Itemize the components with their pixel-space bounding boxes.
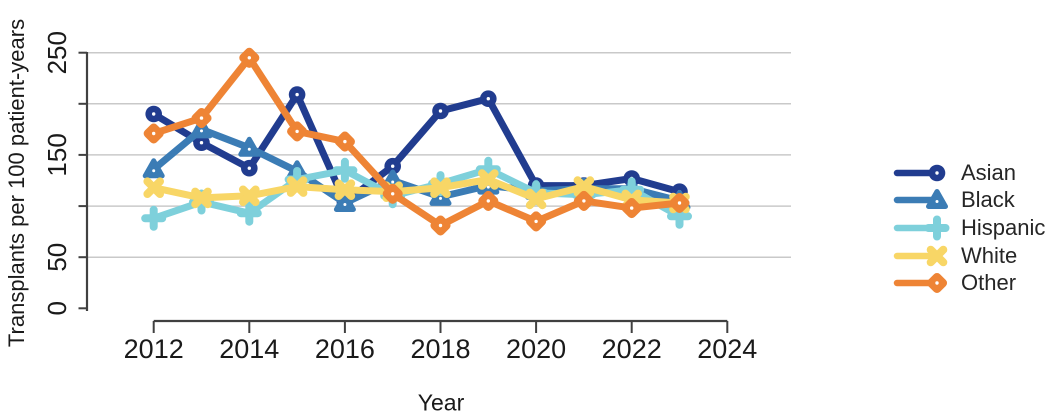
marker-other	[430, 215, 451, 236]
marker-hispanic-legend	[924, 215, 950, 241]
marker-asian	[145, 105, 162, 123]
marker-other	[478, 190, 499, 211]
legend-label-white: White	[961, 242, 1018, 268]
series-line-white	[150, 176, 683, 207]
legend-label-asian: Asian	[961, 159, 1017, 185]
marker-white-legend	[926, 245, 948, 266]
marker-white	[239, 185, 260, 207]
legend-x-icon	[893, 245, 948, 266]
marker-black-legend	[926, 189, 948, 210]
y-tick-label: 50	[42, 243, 72, 272]
marker-other	[382, 183, 403, 204]
marker-asian-legend	[928, 164, 946, 182]
marker-white	[478, 169, 499, 190]
marker-white	[286, 176, 308, 197]
x-tick-label: 2018	[410, 334, 470, 364]
marker-asian	[480, 90, 497, 107]
marker-black	[238, 136, 261, 157]
marker-black	[190, 118, 213, 139]
x-axis-title: Year	[417, 389, 465, 416]
marker-hispanic	[332, 157, 358, 183]
marker-other	[621, 198, 642, 219]
legend-item-white: White	[893, 242, 1045, 270]
legend-item-other: Other	[893, 269, 1045, 297]
legend-label-other: Other	[961, 270, 1017, 296]
x-tick-label: 2016	[315, 334, 375, 364]
marker-asian	[288, 86, 306, 103]
marker-other	[334, 131, 355, 152]
marker-asian	[241, 159, 258, 177]
marker-hispanic	[236, 200, 262, 226]
legend-item-black: Black	[893, 187, 1045, 215]
legend-item-asian: Asian	[893, 159, 1045, 187]
x-tick-label: 2014	[219, 334, 279, 364]
marker-white	[430, 177, 451, 198]
y-tick-label: 0	[42, 301, 72, 315]
marker-white	[334, 179, 356, 200]
legend-triangle-icon	[893, 189, 948, 210]
marker-other	[191, 108, 212, 129]
marker-other-legend	[926, 273, 948, 294]
marker-other	[669, 192, 690, 214]
marker-white	[191, 187, 212, 209]
marker-other	[143, 123, 164, 144]
legend-diamond-icon	[893, 273, 948, 294]
legend-label-black: Black	[961, 187, 1015, 213]
marker-hispanic	[141, 205, 167, 231]
marker-white	[525, 188, 547, 210]
legend-plus-icon	[893, 215, 950, 241]
marker-other	[287, 121, 308, 142]
marker-white	[143, 177, 164, 198]
legend: Asian Black Hispanic White Other	[893, 159, 1045, 297]
y-tick-label: 250	[42, 31, 72, 74]
legend-item-hispanic: Hispanic	[893, 214, 1045, 242]
x-tick-label: 2020	[506, 334, 566, 364]
legend-label-hispanic: Hispanic	[961, 214, 1046, 240]
marker-asian	[384, 157, 402, 175]
y-axis-title: Transplants per 100 patient-years	[4, 18, 29, 348]
x-tick-label: 2022	[602, 334, 662, 364]
y-tick-label: 150	[42, 133, 72, 176]
marker-asian	[432, 102, 449, 120]
marker-other	[526, 211, 547, 232]
x-tick-label: 2012	[124, 334, 184, 364]
marker-other	[573, 190, 594, 211]
legend-circle-icon	[893, 164, 946, 182]
marker-black	[333, 192, 356, 212]
marker-other	[239, 47, 260, 68]
marker-black	[142, 158, 165, 179]
marker-asian	[193, 134, 210, 151]
x-tick-label: 2024	[697, 334, 757, 364]
marker-white	[573, 176, 595, 197]
